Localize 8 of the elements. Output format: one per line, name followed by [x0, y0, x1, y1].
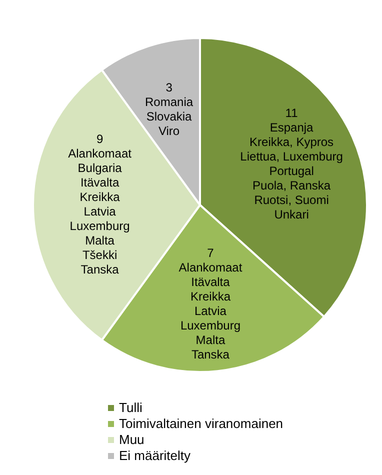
legend-label: Ei määritelty — [119, 448, 191, 464]
legend-label: Tulli — [119, 400, 142, 416]
data-label: 3 Romania Slovakia Viro — [145, 80, 194, 138]
legend-label: Toimivaltainen viranomainen — [119, 416, 284, 432]
legend-label: Muu — [119, 432, 144, 448]
text: 9 Alankomaat Bulgaria Itävalta Kreikka Latvia Luxemburg Malta Tšekki Tanska — [68, 132, 132, 277]
data-label: 11 Espanja Kreikka, Kypros Liettua, Luxemburg Portugal Puola, Ranska Ruotsi, Suomi Unkari — [240, 106, 343, 222]
data-label: 7 Alankomaat Itävalta Kreikka Latvia Luxemburg Malta Tanska — [178, 246, 243, 362]
